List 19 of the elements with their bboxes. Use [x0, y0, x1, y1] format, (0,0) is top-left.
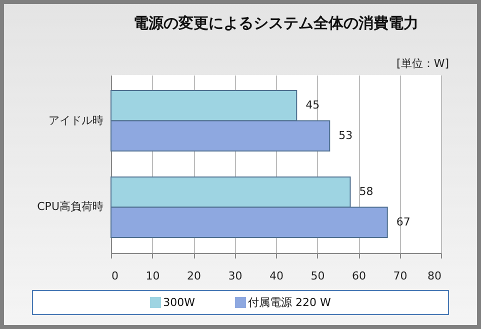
legend-label: 付属電源 220 W [248, 295, 331, 310]
legend-label: 300W [163, 296, 195, 309]
x-tick-label: 60 [352, 270, 366, 282]
data-label: 53 [338, 128, 353, 142]
x-tick-label: 80 [428, 270, 442, 282]
x-tick-label: 10 [146, 270, 160, 282]
x-tick-label: 50 [310, 270, 325, 282]
data-label: 67 [396, 215, 410, 228]
y-tick-label: CPU高負荷時 [37, 200, 104, 214]
x-tick-label: 70 [393, 270, 408, 282]
x-tick-label: 20 [187, 270, 201, 282]
chart-title: 電源の変更によるシステム全体の消費電力 [134, 14, 418, 32]
text: [単位：W] [396, 56, 449, 71]
data-label: 45 [306, 98, 320, 112]
data-label: 58 [359, 185, 374, 198]
y-tick-label: アイドル時 [48, 114, 104, 127]
x-tick-label: 30 [228, 270, 242, 282]
x-tick-label: 40 [270, 270, 284, 282]
x-tick-label: 0 [112, 270, 118, 282]
